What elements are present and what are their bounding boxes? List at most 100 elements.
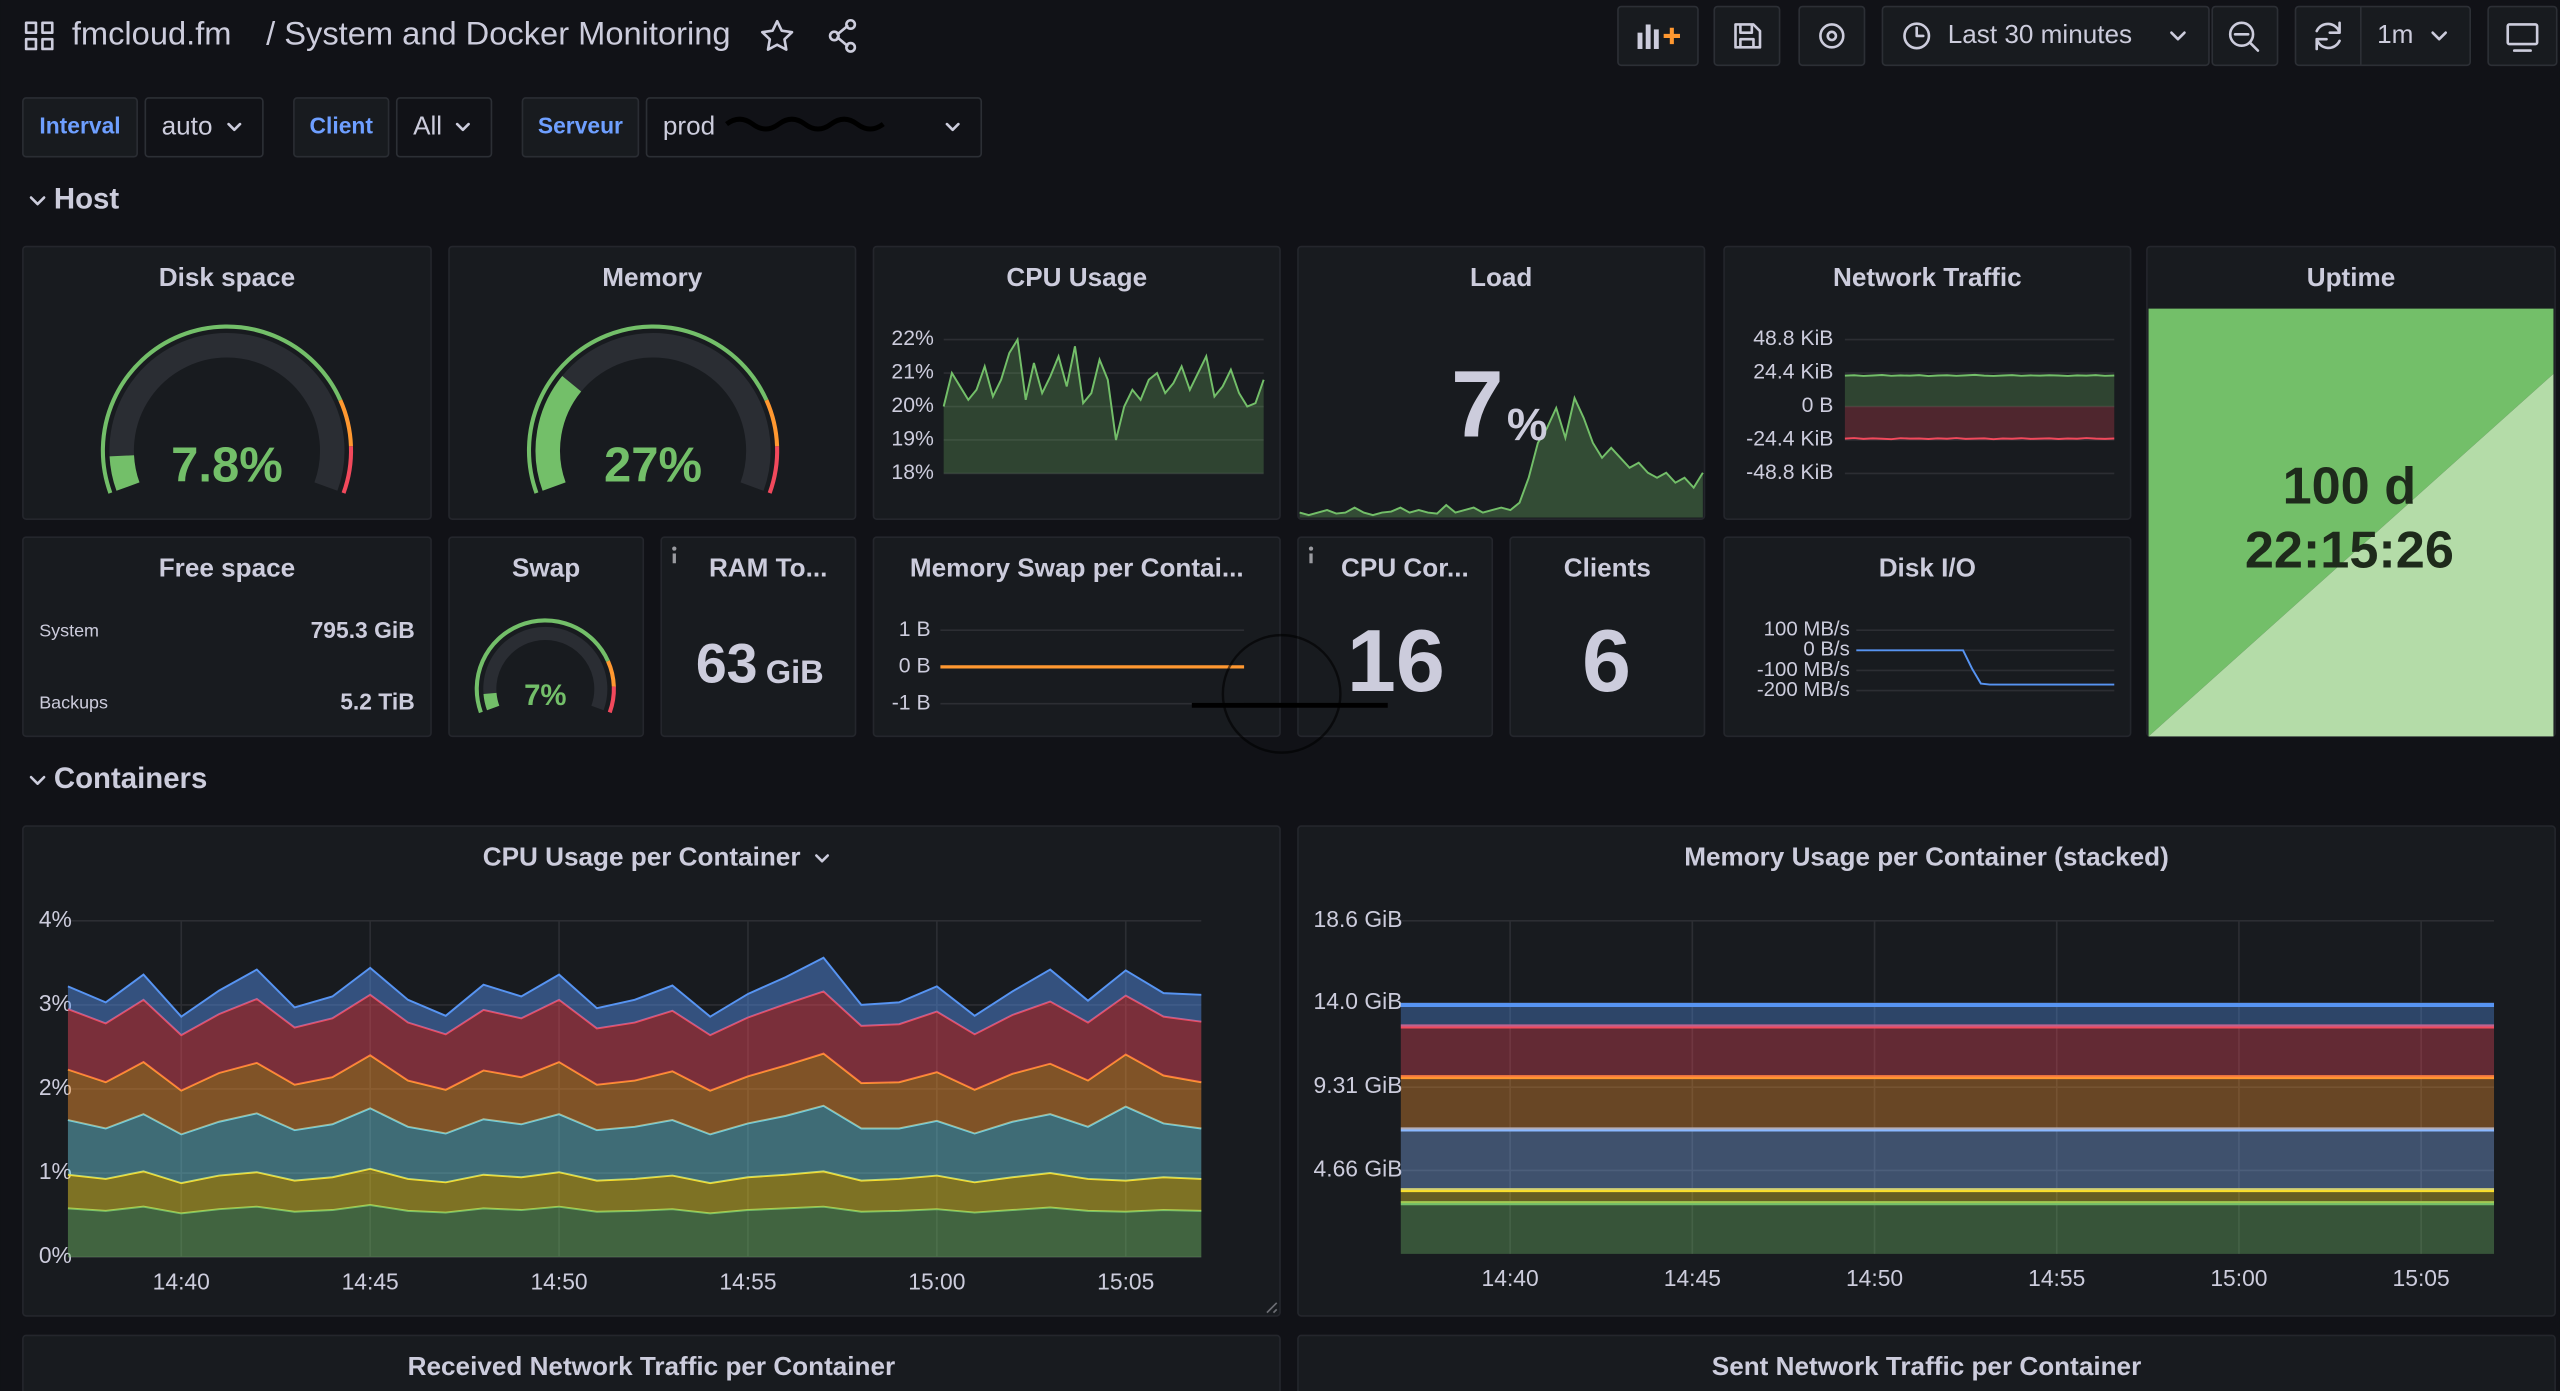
variable-label: Interval xyxy=(39,112,120,138)
panel xyxy=(22,1334,1281,1391)
x-tick-label: 14:40 xyxy=(153,1268,210,1294)
panel-title[interactable]: CPU Usage per Container xyxy=(483,842,801,872)
panel xyxy=(1723,536,2132,738)
info-dot xyxy=(1308,546,1314,551)
x-tick-label: 14:55 xyxy=(2028,1265,2085,1291)
panel-title[interactable]: CPU Usage xyxy=(1006,262,1147,292)
series-line xyxy=(67,990,1202,1037)
panel-title[interactable]: Load xyxy=(1470,262,1532,292)
resize-handle[interactable] xyxy=(1266,1302,1278,1314)
panel-title[interactable]: Disk space xyxy=(159,262,295,292)
share-icon[interactable] xyxy=(828,18,857,53)
series-line xyxy=(67,956,1202,1018)
row-name: Backups xyxy=(39,692,108,712)
series-line xyxy=(1856,649,2115,686)
panel-title[interactable]: Memory Swap per Contai... xyxy=(910,553,1244,583)
panel-title[interactable]: Received Network Traffic per Container xyxy=(408,1351,896,1381)
variable-label-box xyxy=(521,97,640,158)
y-tick-label: 0 B/s xyxy=(1803,639,1849,661)
stat-unit: % xyxy=(1507,399,1548,450)
y-tick-label: 18% xyxy=(891,461,934,484)
area-fill xyxy=(1400,1004,2495,1027)
panel xyxy=(872,536,1281,738)
panel xyxy=(1297,1334,2556,1391)
refresh-button[interactable] xyxy=(2294,5,2472,67)
panel-title[interactable]: CPU Cor... xyxy=(1341,553,1469,583)
time-range-button[interactable] xyxy=(1881,5,2210,67)
panel-title[interactable]: Memory xyxy=(602,262,703,292)
panel-title[interactable]: RAM To... xyxy=(709,553,827,583)
gauge-threshold xyxy=(474,618,610,714)
row-title[interactable]: Host xyxy=(54,183,119,216)
gauge-threshold xyxy=(764,399,780,447)
chevron xyxy=(945,122,960,132)
panel xyxy=(1723,245,2132,520)
x-tick-label: 14:50 xyxy=(530,1268,587,1294)
chevron xyxy=(2431,31,2448,41)
variables-bar: Interval auto Client All Serveur prod xyxy=(22,97,983,158)
area-fill xyxy=(1299,398,1703,518)
panel-title[interactable]: Sent Network Traffic per Container xyxy=(1712,1351,2141,1381)
zoom-out-icon xyxy=(2228,21,2260,52)
area-fill xyxy=(1400,1077,2495,1130)
panel-title[interactable]: Free space xyxy=(159,553,295,583)
area-fill xyxy=(1400,1203,2495,1254)
row-chevron[interactable] xyxy=(29,196,46,206)
gauge-track xyxy=(109,333,345,491)
area-fill xyxy=(67,1053,1202,1135)
row-chevron[interactable] xyxy=(29,775,46,785)
star-icon[interactable] xyxy=(760,19,794,51)
stat-unit: GiB xyxy=(766,653,824,690)
variable-select[interactable] xyxy=(395,97,493,158)
stat-value: 7 xyxy=(1451,351,1504,457)
chevron xyxy=(455,122,470,132)
panels: Disk space Memory CPU Usage Load Network Tra… xyxy=(22,245,2556,1391)
x-tick-label: 15:05 xyxy=(1097,1268,1154,1294)
series-line xyxy=(67,1104,1202,1136)
series-line xyxy=(67,1167,1202,1185)
panel xyxy=(660,536,857,738)
panel-title[interactable]: Disk I/O xyxy=(1879,553,1976,583)
series-line xyxy=(942,336,1265,441)
info-stem xyxy=(1309,553,1313,564)
tv-icon xyxy=(2506,23,2539,52)
settings-button[interactable] xyxy=(1798,5,1866,67)
y-tick-label: 24.4 KiB xyxy=(1753,361,1833,384)
series-line xyxy=(67,1204,1202,1215)
area-fill xyxy=(1844,374,2115,407)
panel-title[interactable]: Memory Usage per Container (stacked) xyxy=(1684,842,2169,872)
settings-icon xyxy=(1819,23,1845,49)
area-fill xyxy=(67,991,1202,1091)
gauge-value xyxy=(109,454,140,491)
tv-mode-button[interactable] xyxy=(2487,5,2558,67)
row-title[interactable]: Containers xyxy=(54,762,207,795)
y-tick-label: 21% xyxy=(891,361,934,384)
area-fill xyxy=(67,1168,1202,1214)
panel-title[interactable]: Clients xyxy=(1564,553,1651,583)
uptime-bg-dark xyxy=(2148,308,2554,737)
y-tick-label: 0 B xyxy=(1802,394,1834,417)
y-tick-label: 100 MB/s xyxy=(1764,619,1850,641)
x-tick-label: 15:00 xyxy=(908,1268,965,1294)
panel-title[interactable]: Network Traffic xyxy=(1833,262,2022,292)
gauge-track xyxy=(483,627,608,711)
variable-label-box xyxy=(293,97,390,158)
chevron[interactable] xyxy=(815,854,830,863)
apps-icon[interactable] xyxy=(24,21,54,51)
gauge-threshold xyxy=(767,446,780,494)
stat-value: 6 xyxy=(1582,611,1631,710)
panel-title[interactable]: Uptime xyxy=(2307,262,2396,292)
zoom-out-button[interactable] xyxy=(2211,5,2279,67)
gauge-value xyxy=(483,692,500,711)
gauge-threshold xyxy=(341,446,354,494)
org-name[interactable]: fmcloud.fm xyxy=(72,15,232,52)
variable-value: prod xyxy=(663,110,715,140)
dashboard-title: / System and Docker Monitoring xyxy=(266,15,730,52)
y-tick-label: 14.0 GiB xyxy=(1314,988,1403,1014)
panel-title[interactable]: Swap xyxy=(512,553,580,583)
add-panel-icon xyxy=(1637,24,1680,49)
variable-select[interactable] xyxy=(144,97,264,158)
save-button[interactable] xyxy=(1713,5,1781,67)
uptime-value: 100 d xyxy=(2283,458,2417,516)
panel xyxy=(1509,536,1706,738)
